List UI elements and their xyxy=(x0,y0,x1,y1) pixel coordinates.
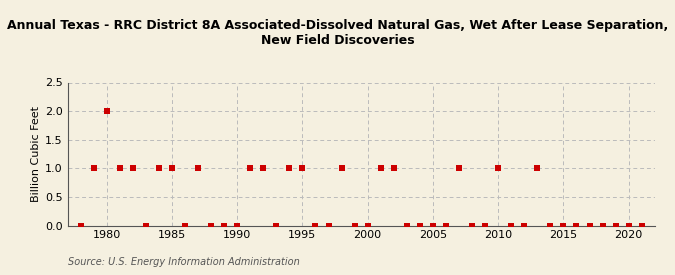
Point xyxy=(114,166,125,170)
Point xyxy=(493,166,504,170)
Point xyxy=(101,109,112,113)
Point xyxy=(584,223,595,228)
Point xyxy=(402,223,412,228)
Point xyxy=(180,223,190,228)
Point xyxy=(232,223,242,228)
Point xyxy=(245,166,256,170)
Point xyxy=(128,166,138,170)
Point xyxy=(206,223,217,228)
Point xyxy=(349,223,360,228)
Point xyxy=(336,166,347,170)
Point xyxy=(284,166,295,170)
Point xyxy=(480,223,491,228)
Point xyxy=(140,223,151,228)
Point xyxy=(454,166,464,170)
Point xyxy=(571,223,582,228)
Point xyxy=(310,223,321,228)
Point xyxy=(323,223,334,228)
Point xyxy=(532,166,543,170)
Point xyxy=(258,166,269,170)
Point xyxy=(441,223,452,228)
Point xyxy=(88,166,99,170)
Text: Source: U.S. Energy Information Administration: Source: U.S. Energy Information Administ… xyxy=(68,257,299,267)
Text: Annual Texas - RRC District 8A Associated-Dissolved Natural Gas, Wet After Lease: Annual Texas - RRC District 8A Associate… xyxy=(7,19,668,47)
Point xyxy=(610,223,621,228)
Point xyxy=(362,223,373,228)
Y-axis label: Billion Cubic Feet: Billion Cubic Feet xyxy=(31,106,40,202)
Point xyxy=(466,223,477,228)
Point xyxy=(271,223,281,228)
Point xyxy=(297,166,308,170)
Point xyxy=(506,223,516,228)
Point xyxy=(597,223,608,228)
Point xyxy=(545,223,556,228)
Point xyxy=(153,166,164,170)
Point xyxy=(375,166,386,170)
Point xyxy=(219,223,230,228)
Point xyxy=(558,223,569,228)
Point xyxy=(637,223,647,228)
Point xyxy=(623,223,634,228)
Point xyxy=(167,166,178,170)
Point xyxy=(75,223,86,228)
Point xyxy=(519,223,530,228)
Point xyxy=(414,223,425,228)
Point xyxy=(427,223,438,228)
Point xyxy=(388,166,399,170)
Point xyxy=(192,166,203,170)
